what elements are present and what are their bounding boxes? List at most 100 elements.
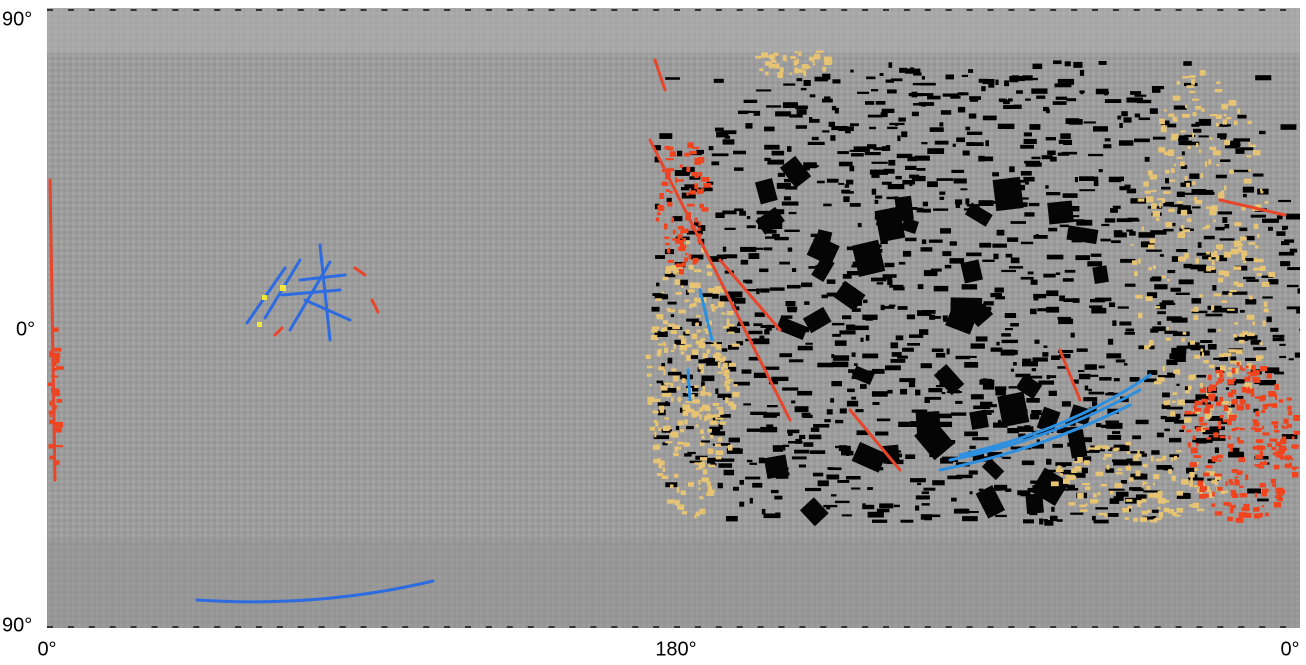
tan-unit — [1264, 302, 1268, 308]
tan-unit — [1200, 383, 1203, 387]
tan-unit — [798, 69, 803, 72]
tan-unit — [724, 384, 728, 387]
dark-unit — [1233, 138, 1250, 141]
tan-unit — [724, 381, 730, 384]
tan-unit — [1218, 278, 1223, 283]
red-unit — [657, 212, 661, 215]
dark-unit — [872, 189, 877, 195]
red-unit — [1230, 446, 1233, 452]
dark-unit — [985, 140, 989, 146]
dark-unit — [1274, 372, 1284, 375]
tan-unit — [1168, 114, 1174, 117]
tan-unit — [1093, 493, 1097, 497]
dark-unit — [1117, 218, 1133, 222]
dark-blot — [969, 410, 989, 430]
tan-unit — [772, 60, 777, 63]
tan-unit — [804, 70, 807, 76]
dark-unit — [971, 394, 984, 399]
tan-unit — [1163, 366, 1165, 372]
red-unit — [1216, 381, 1219, 385]
dark-unit — [733, 487, 739, 491]
dark-unit — [954, 509, 969, 514]
dark-unit — [887, 279, 892, 285]
dark-unit — [885, 365, 901, 370]
dark-unit — [1169, 438, 1181, 443]
dark-unit — [1182, 151, 1185, 155]
dark-unit — [1030, 309, 1037, 315]
dark-unit — [1235, 148, 1244, 154]
red-unit — [689, 190, 696, 194]
dark-unit — [1033, 235, 1047, 239]
red-unit — [1192, 412, 1195, 414]
tan-unit — [1098, 492, 1101, 495]
tan-unit — [1077, 457, 1083, 462]
tan-unit — [1185, 176, 1188, 181]
tan-unit — [653, 411, 659, 414]
red-unit — [1211, 503, 1215, 506]
tan-unit — [1153, 483, 1155, 485]
tan-unit — [1268, 272, 1275, 277]
polar-band — [47, 8, 1300, 53]
red-unit — [1239, 493, 1247, 497]
dark-unit — [1094, 180, 1099, 186]
dark-unit — [942, 251, 951, 256]
red-unit — [56, 366, 64, 370]
dark-unit — [927, 148, 944, 154]
dark-unit — [1112, 431, 1120, 434]
tan-unit — [725, 369, 729, 373]
tan-unit — [668, 309, 675, 312]
dark-unit — [797, 391, 812, 396]
tan-unit — [1148, 170, 1152, 175]
tan-unit — [720, 421, 726, 424]
red-unit — [1253, 446, 1261, 450]
tan-unit — [1195, 106, 1201, 110]
tan-unit — [1173, 96, 1181, 101]
dark-unit — [868, 512, 884, 518]
tan-unit — [1189, 483, 1193, 487]
red-unit — [1292, 467, 1296, 471]
tan-unit — [1242, 331, 1248, 334]
tan-unit — [1148, 245, 1154, 249]
red-unit — [1261, 410, 1265, 413]
dark-unit — [742, 369, 752, 373]
tan-unit — [1188, 375, 1194, 380]
dark-unit — [803, 442, 813, 447]
dark-unit — [1033, 294, 1046, 298]
dark-unit — [877, 509, 890, 513]
tan-unit — [705, 407, 710, 412]
dark-unit — [1215, 227, 1224, 231]
tan-unit — [1126, 499, 1133, 502]
tan-unit — [713, 403, 720, 406]
tan-unit — [669, 393, 672, 398]
red-unit — [1245, 404, 1250, 410]
dark-unit — [871, 89, 878, 91]
tan-unit — [1158, 498, 1166, 504]
tan-unit — [729, 363, 736, 367]
red-unit — [1272, 484, 1276, 487]
tan-unit — [673, 376, 679, 382]
red-unit — [667, 168, 675, 171]
dark-unit — [837, 151, 849, 154]
dark-unit — [1065, 61, 1071, 66]
tan-unit — [671, 383, 674, 387]
dark-unit — [1132, 488, 1143, 491]
x-label: 180° — [655, 638, 696, 660]
dark-unit — [805, 343, 812, 345]
dark-unit — [1262, 77, 1268, 80]
dark-unit — [783, 102, 798, 108]
dark-unit — [1014, 105, 1022, 109]
tan-unit — [1194, 307, 1199, 312]
dark-unit — [841, 451, 854, 456]
dark-unit — [801, 283, 812, 288]
dark-unit — [823, 204, 831, 207]
red-unit — [1219, 397, 1223, 402]
tan-unit — [663, 320, 668, 324]
dark-unit — [933, 208, 948, 211]
dark-unit — [1033, 64, 1043, 69]
tan-unit — [1248, 121, 1252, 124]
tan-unit — [722, 313, 726, 315]
dark-unit — [1232, 448, 1240, 452]
dark-unit — [1213, 358, 1219, 360]
dark-unit — [943, 94, 960, 97]
tan-unit — [1206, 252, 1210, 255]
